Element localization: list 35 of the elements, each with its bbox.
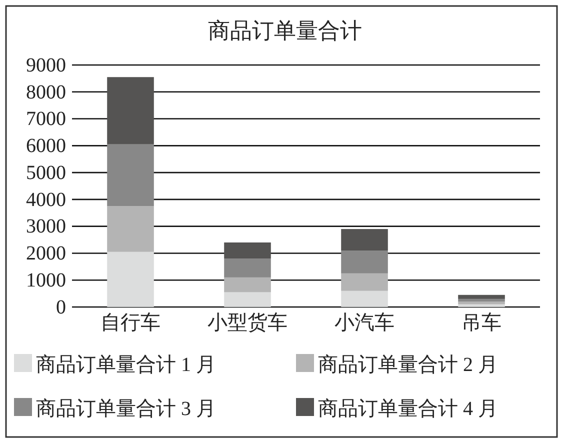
y-tick-label: 3000 (26, 216, 66, 238)
x-tick-label: 小型货车 (208, 312, 288, 334)
bar (341, 273, 388, 291)
legend-label: 商品订单量合计 3 月 (36, 398, 216, 420)
y-tick-label: 5000 (26, 162, 66, 184)
bar (224, 242, 271, 259)
x-tick-label: 自行车 (100, 312, 160, 334)
bar (107, 252, 154, 307)
y-tick-label: 7000 (26, 108, 66, 130)
y-tick-label: 9000 (26, 54, 66, 76)
bar (224, 258, 271, 278)
bar (458, 294, 505, 299)
y-tick-label: 1000 (26, 270, 66, 292)
legend-label: 商品订单量合计 1 月 (36, 354, 216, 376)
bar (341, 290, 388, 307)
bar (224, 292, 271, 307)
bar (341, 229, 388, 251)
y-tick-label: 8000 (26, 81, 66, 104)
y-tick-label: 4000 (26, 188, 66, 211)
x-tick-label: 吊车 (462, 312, 502, 334)
bar (341, 250, 388, 274)
bar (224, 277, 271, 292)
x-tick-label: 小汽车 (334, 312, 394, 334)
legend-label: 商品订单量合计 4 月 (318, 398, 498, 420)
y-tick-label: 6000 (26, 135, 66, 158)
bar (107, 77, 154, 144)
bar (458, 298, 505, 302)
bar (107, 206, 154, 252)
bar (107, 144, 154, 206)
chart-title: 商品订单量合计 (208, 18, 362, 43)
bar (458, 302, 505, 304)
bar (458, 304, 505, 307)
legend-label: 商品订单量合计 2 月 (318, 354, 498, 376)
y-tick-label: 2000 (26, 242, 66, 265)
y-tick-label: 0 (56, 296, 66, 318)
